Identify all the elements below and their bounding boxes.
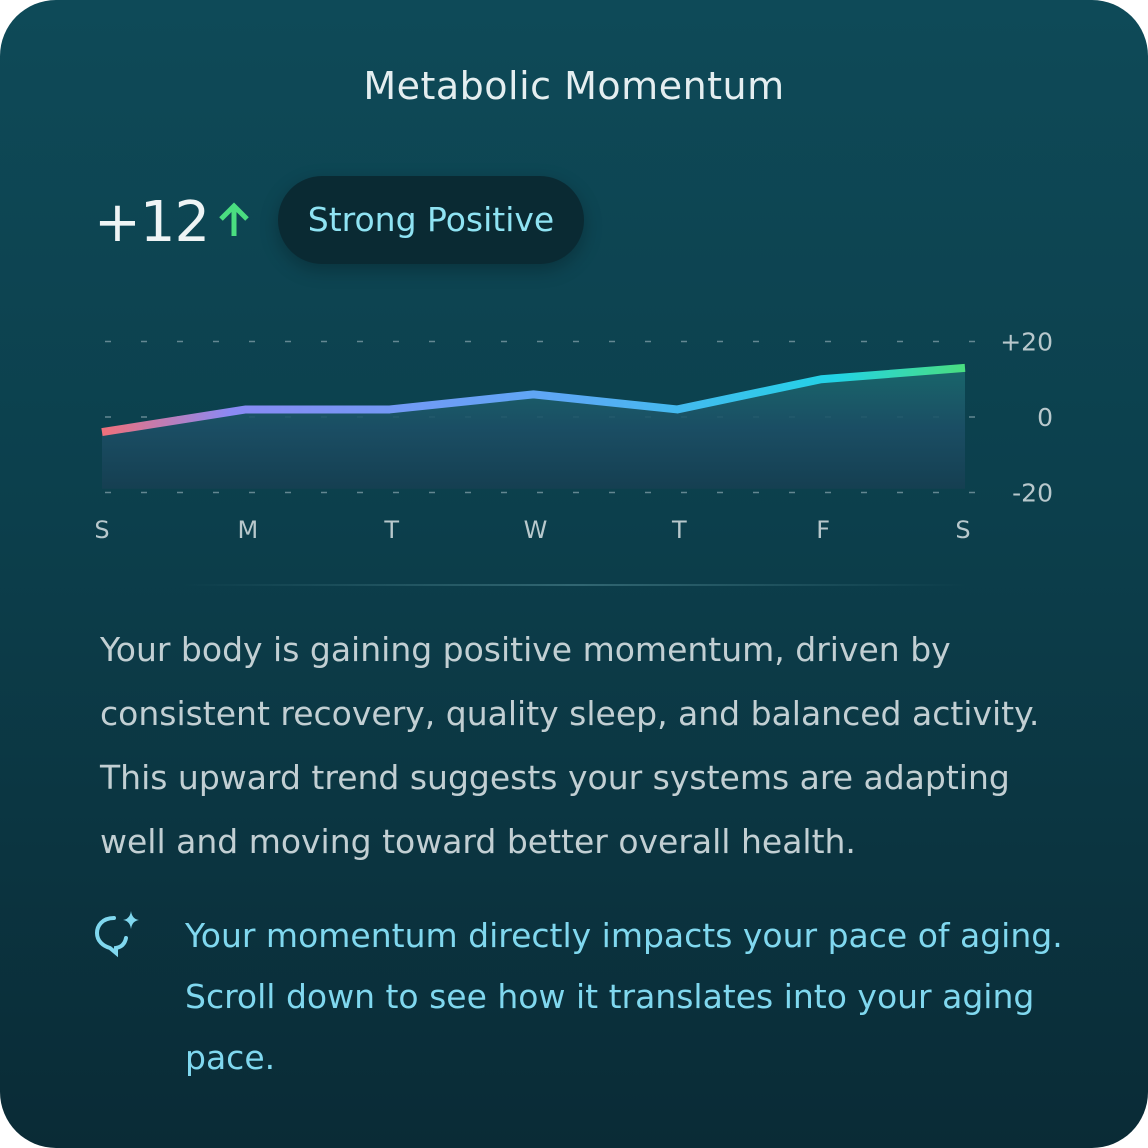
y-tick-label: +20 bbox=[1000, 328, 1053, 357]
x-tick-label: S bbox=[94, 516, 109, 544]
x-tick-label: T bbox=[671, 516, 687, 544]
status-badge: Strong Positive bbox=[278, 176, 584, 264]
sparkle-chat-icon bbox=[94, 911, 139, 958]
description-text: Your body is gaining positive momentum, … bbox=[100, 630, 1040, 861]
x-tick-label: W bbox=[524, 516, 548, 544]
x-tick-label: M bbox=[237, 516, 258, 544]
arrow-up-icon bbox=[219, 202, 249, 236]
x-tick-label: T bbox=[383, 516, 399, 544]
card-title: Metabolic Momentum bbox=[363, 64, 785, 108]
momentum-chart: +20 0 -20 S M T W T F S bbox=[94, 328, 1053, 545]
series-line bbox=[101, 363, 966, 437]
aging-pace-note: Your momentum directly impacts your pace… bbox=[185, 916, 1063, 1077]
x-tick-label: S bbox=[955, 516, 970, 544]
momentum-score: +12 bbox=[94, 190, 210, 255]
area-fill bbox=[102, 367, 965, 489]
y-tick-label: -20 bbox=[1012, 479, 1053, 508]
y-tick-label: 0 bbox=[1037, 403, 1053, 432]
x-tick-label: F bbox=[816, 516, 830, 544]
divider bbox=[180, 584, 970, 586]
